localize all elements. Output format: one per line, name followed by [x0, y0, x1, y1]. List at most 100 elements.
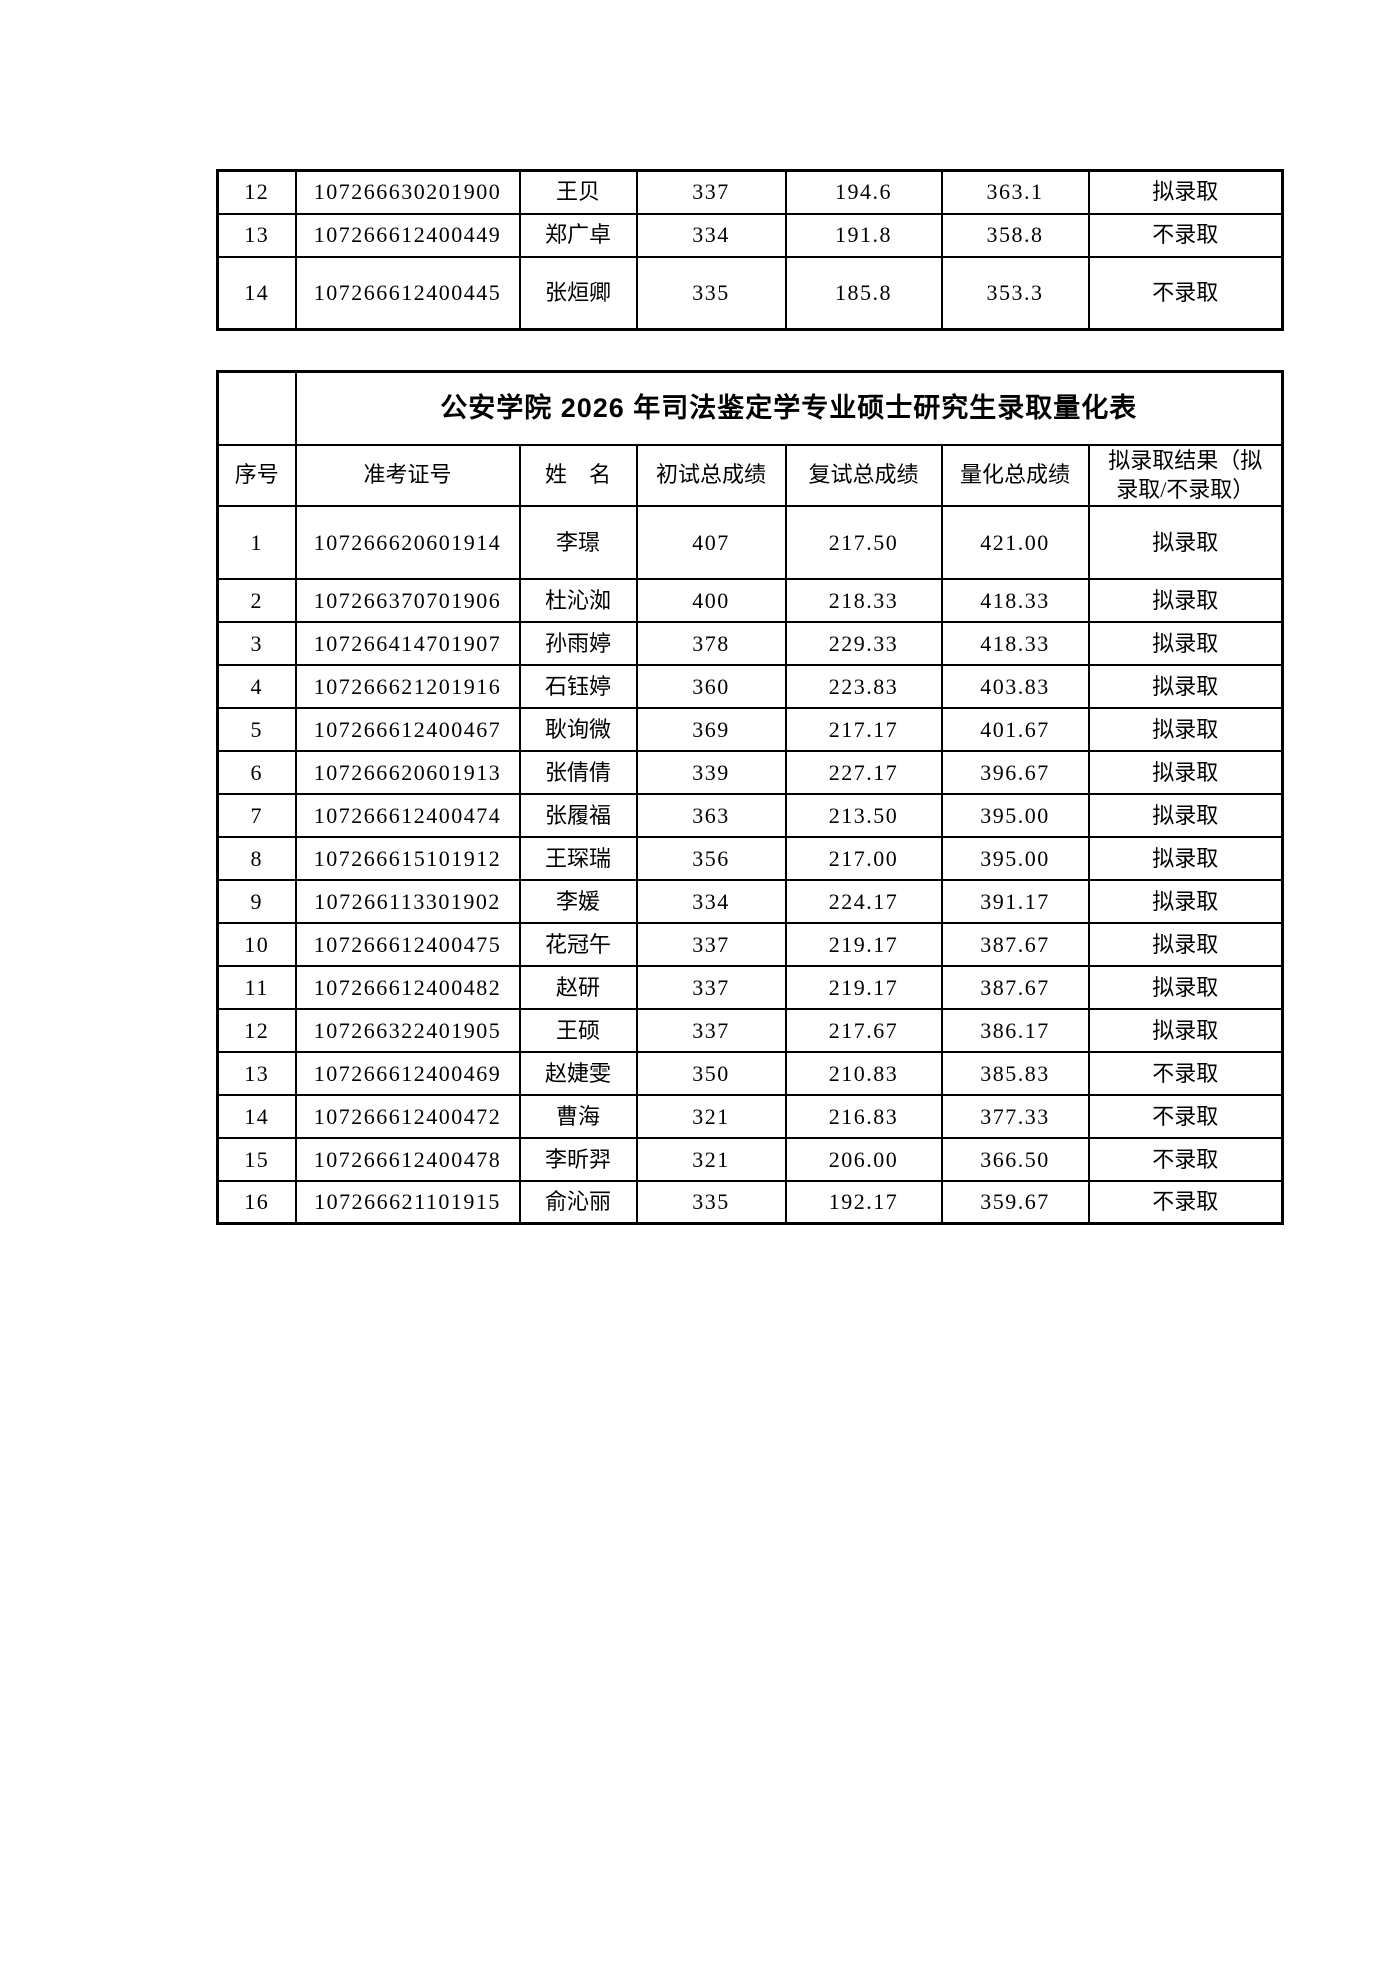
- cell-exam-id: 107266612400474: [294, 792, 521, 838]
- forensic-science-admission-table: 公安学院 2026 年司法鉴定学专业硕士研究生录取量化表 序号 准考证号 姓 名…: [216, 370, 1285, 1226]
- admission-table-continuation-body: 12 107266630201900 王贝 337 194.6 363.1 拟录…: [216, 169, 1284, 331]
- cell-retest-score: 217.00: [784, 835, 943, 881]
- cell-serial-number: 14: [216, 255, 297, 331]
- cell-retest-score: 185.8: [784, 255, 943, 331]
- cell-name: 石钰婷: [518, 663, 638, 709]
- cell-name: 张倩倩: [518, 749, 638, 795]
- header-initial-score: 初试总成绩: [635, 443, 787, 507]
- table-row: 11 107266612400482 赵研 337 219.17 387.67 …: [216, 964, 1284, 1010]
- cell-initial-score: 321: [635, 1136, 787, 1182]
- cell-retest-score: 227.17: [784, 749, 943, 795]
- cell-name: 王琛瑞: [518, 835, 638, 881]
- table-title-corner-cell: [216, 370, 297, 446]
- cell-serial-number: 12: [216, 169, 297, 215]
- table-row: 8 107266615101912 王琛瑞 356 217.00 395.00 …: [216, 835, 1284, 881]
- cell-retest-score: 216.83: [784, 1093, 943, 1139]
- cell-result: 不录取: [1087, 1136, 1284, 1182]
- cell-initial-score: 350: [635, 1050, 787, 1096]
- cell-retest-score: 229.33: [784, 620, 943, 666]
- cell-initial-score: 339: [635, 749, 787, 795]
- cell-exam-id: 107266370701906: [294, 577, 521, 623]
- cell-retest-score: 217.17: [784, 706, 943, 752]
- cell-quantified-score: 359.67: [940, 1179, 1090, 1225]
- cell-exam-id: 107266612400475: [294, 921, 521, 967]
- cell-initial-score: 337: [635, 169, 787, 215]
- cell-quantified-score: 385.83: [940, 1050, 1090, 1096]
- cell-initial-score: 321: [635, 1093, 787, 1139]
- cell-initial-score: 369: [635, 706, 787, 752]
- cell-result: 不录取: [1087, 1093, 1284, 1139]
- cell-exam-id: 107266612400449: [294, 212, 521, 258]
- cell-result: 拟录取: [1087, 749, 1284, 795]
- cell-exam-id: 107266621201916: [294, 663, 521, 709]
- cell-retest-score: 194.6: [784, 169, 943, 215]
- cell-initial-score: 407: [635, 504, 787, 580]
- cell-initial-score: 356: [635, 835, 787, 881]
- cell-serial-number: 8: [216, 835, 297, 881]
- table-row: 7 107266612400474 张履福 363 213.50 395.00 …: [216, 792, 1284, 838]
- cell-exam-id: 107266113301902: [294, 878, 521, 924]
- cell-serial-number: 9: [216, 878, 297, 924]
- cell-quantified-score: 395.00: [940, 792, 1090, 838]
- cell-serial-number: 1: [216, 504, 297, 580]
- cell-initial-score: 337: [635, 1007, 787, 1053]
- cell-name: 李璟: [518, 504, 638, 580]
- cell-name: 李昕羿: [518, 1136, 638, 1182]
- cell-exam-id: 107266612400472: [294, 1093, 521, 1139]
- cell-quantified-score: 421.00: [940, 504, 1090, 580]
- cell-retest-score: 224.17: [784, 878, 943, 924]
- cell-initial-score: 400: [635, 577, 787, 623]
- cell-quantified-score: 386.17: [940, 1007, 1090, 1053]
- cell-result: 拟录取: [1087, 878, 1284, 924]
- cell-serial-number: 4: [216, 663, 297, 709]
- cell-quantified-score: 377.33: [940, 1093, 1090, 1139]
- table-title-row: 公安学院 2026 年司法鉴定学专业硕士研究生录取量化表: [216, 370, 1284, 446]
- cell-result: 不录取: [1087, 1179, 1284, 1225]
- cell-result: 不录取: [1087, 255, 1284, 331]
- cell-exam-id: 107266612400478: [294, 1136, 521, 1182]
- cell-name: 王贝: [518, 169, 638, 215]
- cell-name: 张烜卿: [518, 255, 638, 331]
- cell-retest-score: 219.17: [784, 964, 943, 1010]
- cell-exam-id: 107266621101915: [294, 1179, 521, 1225]
- cell-quantified-score: 366.50: [940, 1136, 1090, 1182]
- cell-initial-score: 334: [635, 212, 787, 258]
- cell-initial-score: 337: [635, 921, 787, 967]
- cell-exam-id: 107266414701907: [294, 620, 521, 666]
- table-row: 1 107266620601914 李璟 407 217.50 421.00 拟…: [216, 504, 1284, 580]
- cell-retest-score: 218.33: [784, 577, 943, 623]
- cell-result: 拟录取: [1087, 169, 1284, 215]
- header-quantified-score: 量化总成绩: [940, 443, 1090, 507]
- cell-quantified-score: 418.33: [940, 577, 1090, 623]
- cell-retest-score: 192.17: [784, 1179, 943, 1225]
- cell-name: 王硕: [518, 1007, 638, 1053]
- cell-serial-number: 7: [216, 792, 297, 838]
- cell-result: 不录取: [1087, 1050, 1284, 1096]
- table-row: 10 107266612400475 花冠午 337 219.17 387.67…: [216, 921, 1284, 967]
- table-row: 9 107266113301902 李媛 334 224.17 391.17 拟…: [216, 878, 1284, 924]
- cell-retest-score: 219.17: [784, 921, 943, 967]
- cell-name: 耿询微: [518, 706, 638, 752]
- cell-retest-score: 217.50: [784, 504, 943, 580]
- cell-result: 拟录取: [1087, 620, 1284, 666]
- cell-quantified-score: 396.67: [940, 749, 1090, 795]
- cell-exam-id: 107266612400467: [294, 706, 521, 752]
- cell-name: 曹海: [518, 1093, 638, 1139]
- cell-exam-id: 107266322401905: [294, 1007, 521, 1053]
- cell-serial-number: 13: [216, 212, 297, 258]
- cell-serial-number: 13: [216, 1050, 297, 1096]
- cell-retest-score: 210.83: [784, 1050, 943, 1096]
- cell-quantified-score: 403.83: [940, 663, 1090, 709]
- cell-quantified-score: 395.00: [940, 835, 1090, 881]
- cell-name: 赵婕雯: [518, 1050, 638, 1096]
- cell-result: 拟录取: [1087, 1007, 1284, 1053]
- cell-result: 拟录取: [1087, 577, 1284, 623]
- cell-exam-id: 107266612400469: [294, 1050, 521, 1096]
- forensic-science-admission-table-body: 1 107266620601914 李璟 407 217.50 421.00 拟…: [216, 504, 1284, 1225]
- cell-name: 张履福: [518, 792, 638, 838]
- admission-table-continuation: 12 107266630201900 王贝 337 194.6 363.1 拟录…: [216, 169, 1284, 331]
- cell-serial-number: 3: [216, 620, 297, 666]
- cell-serial-number: 14: [216, 1093, 297, 1139]
- table-row: 13 107266612400449 郑广卓 334 191.8 358.8 不…: [216, 212, 1284, 258]
- cell-quantified-score: 387.67: [940, 964, 1090, 1010]
